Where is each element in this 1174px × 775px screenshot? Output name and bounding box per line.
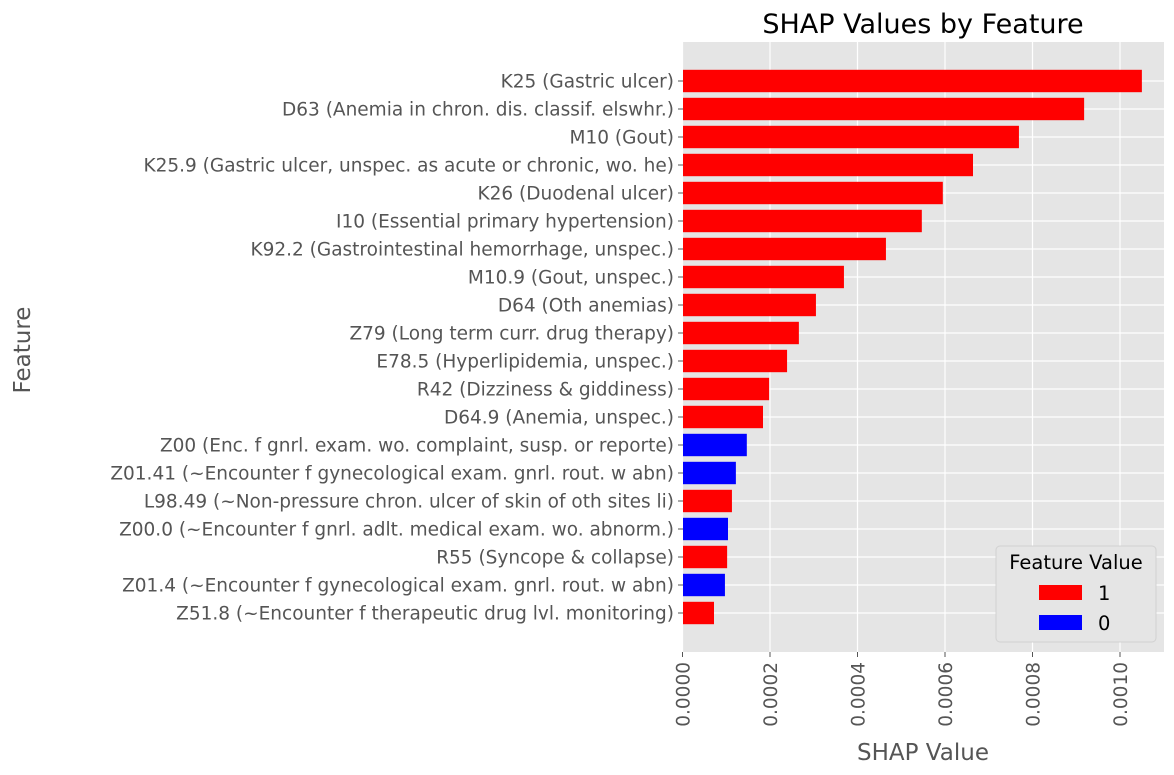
bar — [683, 181, 943, 205]
bar — [683, 69, 1142, 93]
x-tick-label: 0.0004 — [849, 662, 870, 727]
bar — [683, 489, 732, 513]
y-tick-label: D64 (Oth anemias) — [498, 296, 674, 317]
y-tick-label: K92.2 (Gastrointestinal hemorrhage, unsp… — [250, 240, 674, 261]
bar — [683, 153, 973, 177]
bar — [683, 433, 747, 457]
chart-title: SHAP Values by Feature — [762, 9, 1083, 40]
y-tick-label: I10 (Essential primary hypertension) — [336, 212, 674, 233]
y-tick-labels: K25 (Gastric ulcer) D63 (Anemia in chron.… — [110, 72, 683, 625]
legend-label-1: 1 — [1098, 582, 1110, 605]
y-tick-label: Z01.4 (~Encounter f gynecological exam. … — [122, 576, 674, 597]
bar — [683, 265, 844, 289]
y-tick-label: Z01.41 (~Encounter f gynecological exam.… — [110, 464, 674, 485]
y-tick-label: K25.9 (Gastric ulcer, unspec. as acute o… — [143, 156, 674, 177]
y-tick-label: E78.5 (Hyperlipidemia, unspec.) — [376, 352, 674, 373]
bar — [683, 349, 788, 373]
y-axis-label: Feature — [10, 307, 36, 394]
bar — [683, 125, 1019, 149]
bar — [683, 517, 728, 541]
x-tick-label: 0.0010 — [1111, 662, 1132, 727]
bars — [683, 69, 1142, 625]
y-tick-label: L98.49 (~Non-pressure chron. ulcer of sk… — [144, 492, 674, 513]
legend-label-0: 0 — [1098, 612, 1110, 635]
y-tick-label: K25 (Gastric ulcer) — [501, 72, 674, 93]
bar — [683, 573, 725, 597]
bar — [683, 405, 763, 429]
x-tick-label: 0.0006 — [936, 662, 957, 727]
legend-swatch-0 — [1039, 615, 1082, 630]
x-axis-label: SHAP Value — [857, 740, 989, 766]
bar — [683, 97, 1085, 121]
bar — [683, 209, 922, 233]
y-tick-label: Z51.8 (~Encounter f therapeutic drug lvl… — [176, 604, 674, 625]
x-tick-label: 0.0008 — [1024, 662, 1045, 727]
y-tick-label: K26 (Duodenal ulcer) — [477, 184, 674, 205]
bar — [683, 321, 799, 345]
legend-swatch-1 — [1039, 585, 1082, 600]
y-tick-label: R42 (Dizziness & giddiness) — [417, 380, 674, 401]
bar — [683, 377, 770, 401]
y-tick-label: Z79 (Long term curr. drug therapy) — [349, 324, 674, 345]
y-tick-label: M10.9 (Gout, unspec.) — [468, 268, 674, 289]
bar — [683, 461, 736, 485]
y-tick-label: Z00.0 (~Encounter f gnrl. adlt. medical … — [119, 520, 674, 541]
bar — [683, 237, 886, 261]
y-tick-label: Z00 (Enc. f gnrl. exam. wo. complaint, s… — [160, 436, 674, 457]
bar — [683, 293, 816, 317]
x-tick-label: 0.0002 — [761, 662, 782, 727]
legend: Feature Value 1 0 — [995, 545, 1157, 643]
x-tick-labels: 0.0000 0.0002 0.0004 0.0006 0.0008 0.0010 — [674, 652, 1132, 727]
y-tick-label: D64.9 (Anemia, unspec.) — [444, 408, 674, 429]
y-tick-label: D63 (Anemia in chron. dis. classif. elsw… — [282, 100, 674, 121]
x-tick-label: 0.0000 — [674, 662, 695, 727]
bar — [683, 545, 728, 569]
bar — [683, 601, 714, 625]
y-tick-label: R55 (Syncope & collapse) — [436, 548, 674, 569]
y-tick-label: M10 (Gout) — [570, 128, 674, 149]
legend-title: Feature Value — [1009, 551, 1142, 574]
